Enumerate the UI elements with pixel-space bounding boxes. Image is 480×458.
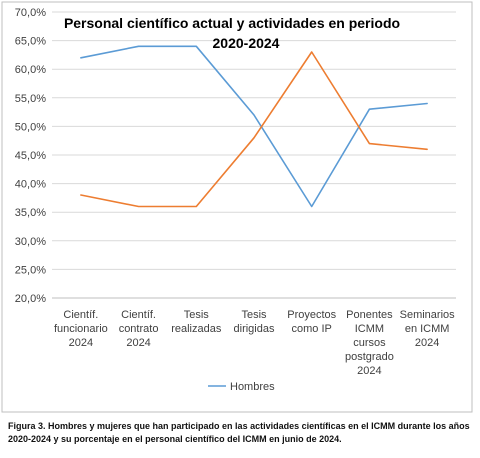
y-tick-label: 35,0% <box>15 207 46 219</box>
legend: Hombres <box>208 381 275 393</box>
chart-title: Personal científico actual y actividades… <box>64 15 400 51</box>
legend-label: Hombres <box>230 381 275 393</box>
y-tick-label: 70,0% <box>15 7 46 19</box>
series-lines <box>80 45 428 208</box>
y-axis-ticks: 20,0% 25,0% 30,0% 35,0% 40,0% 45,0% 50,0% 55,0%… <box>15 7 46 305</box>
chart-border <box>1 1 473 413</box>
series-line-2 <box>80 51 428 208</box>
chart-title-line: Personal científico actual y actividades… <box>64 15 400 31</box>
chart-title-line: 2020-2024 <box>213 35 280 51</box>
x-tick-label: Científ. contrato 2024 <box>119 309 159 349</box>
x-tick-label: Proyectos como IP <box>287 309 336 335</box>
y-tick-label: 60,0% <box>15 64 46 76</box>
x-axis-ticks: Científ. funcionario 2024 Científ. contrato 2… <box>54 309 455 377</box>
y-tick-label: 45,0% <box>15 150 46 162</box>
x-tick-label: Tesis dirigidas <box>234 309 275 335</box>
y-tick-label: 25,0% <box>15 264 46 276</box>
y-tick-label: 50,0% <box>15 121 46 133</box>
x-tick-label: Científ. funcionario 2024 <box>54 309 108 349</box>
gridlines <box>52 11 456 299</box>
y-tick-label: 40,0% <box>15 179 46 191</box>
y-tick-label: 55,0% <box>15 93 46 105</box>
line-chart: 20,0% 25,0% 30,0% 35,0% 40,0% 45,0% 50,0% 55,0%… <box>1 1 473 413</box>
x-tick-label: Seminarios en ICMM 2024 <box>400 309 456 349</box>
series-line-1 <box>80 45 428 208</box>
y-tick-label: 65,0% <box>15 36 46 48</box>
y-tick-label: 30,0% <box>15 236 46 248</box>
figure-caption: Figura 3. Hombres y mujeres que han part… <box>8 421 470 444</box>
x-tick-label: Tesis realizadas <box>171 309 222 335</box>
y-tick-label: 20,0% <box>15 293 46 305</box>
x-tick-label: Ponentes ICMM cursos postgrado 2024 <box>345 309 394 377</box>
